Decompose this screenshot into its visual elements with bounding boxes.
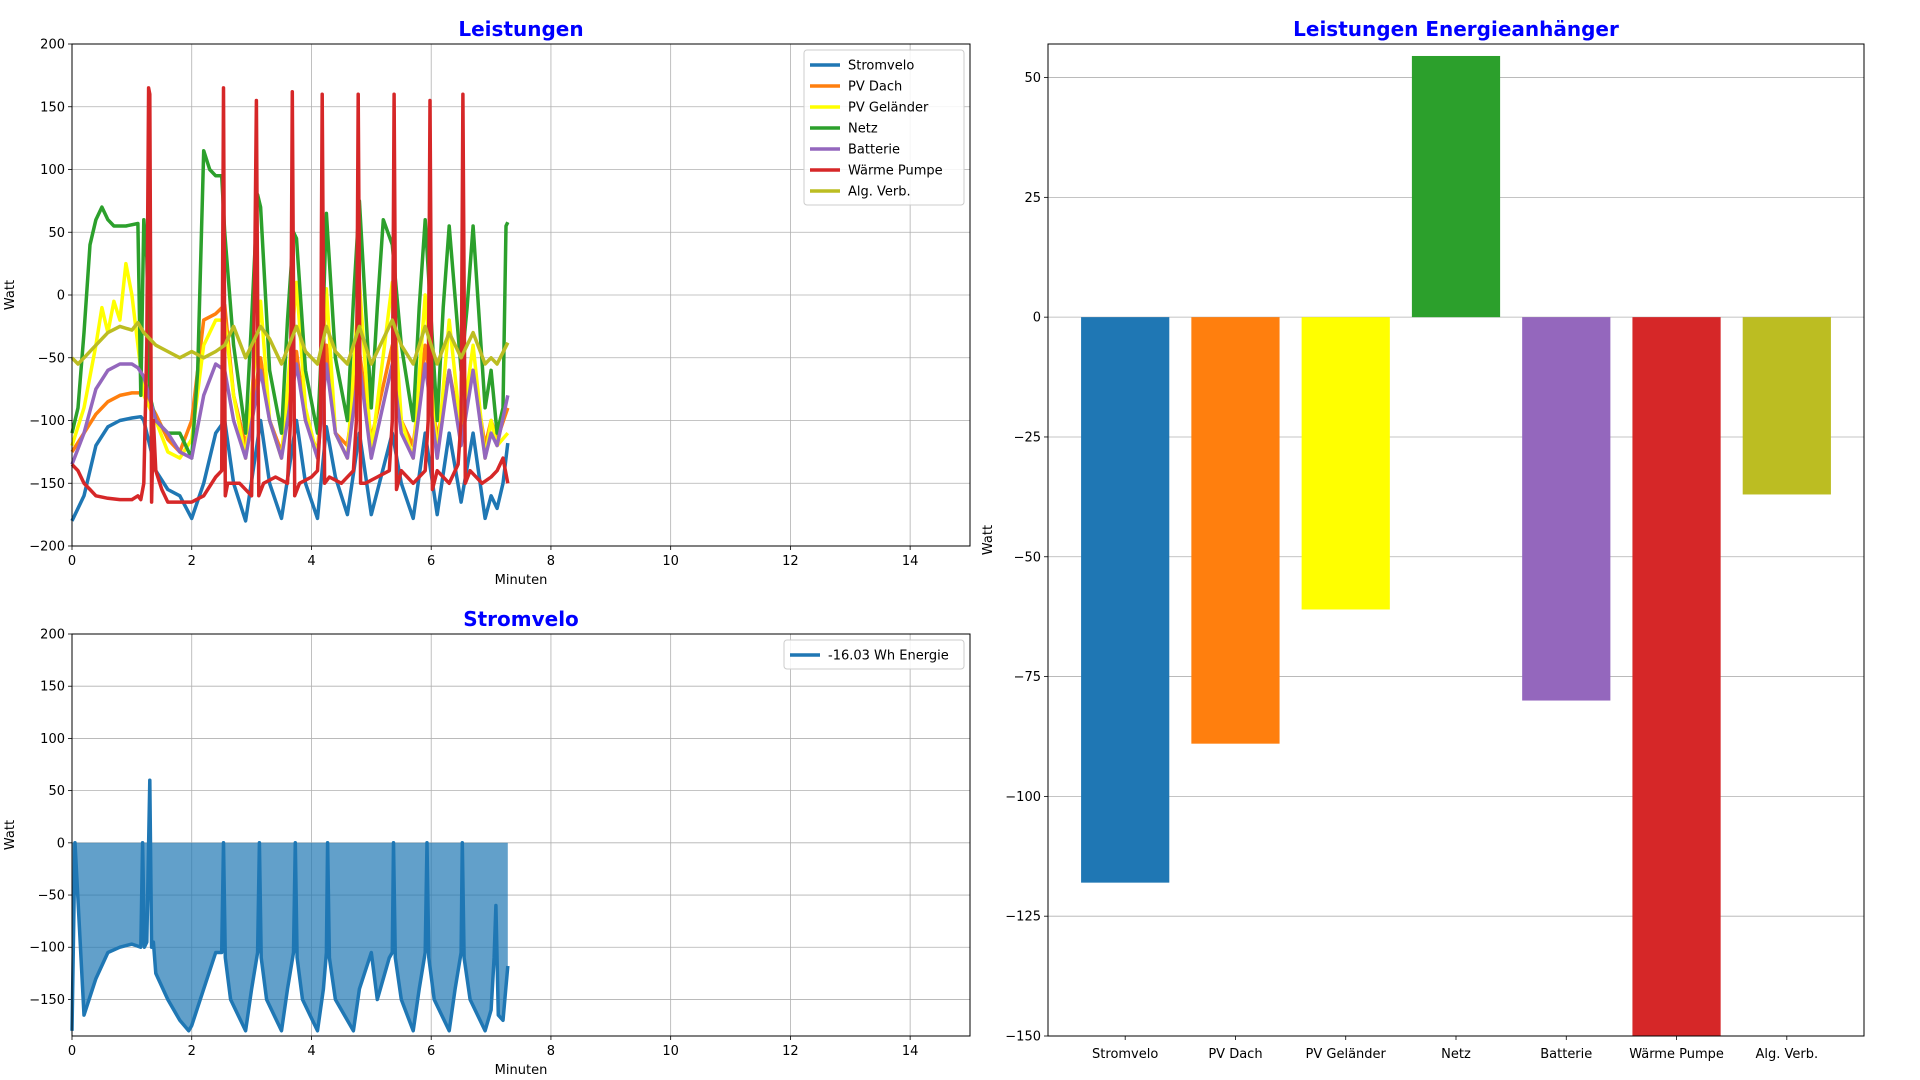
bar-1 [1081, 317, 1170, 883]
x-tick-label: Batterie [1540, 1047, 1592, 1062]
plot-frame [1047, 43, 1865, 1037]
x-tick-label: 12 [782, 554, 799, 569]
series-line-4 [70, 148, 510, 460]
x-tick-label: 14 [902, 554, 919, 569]
x-tick-label: 14 [902, 1044, 919, 1059]
x-tick-label: 6 [427, 554, 435, 569]
bar-5 [1522, 317, 1611, 701]
legend-label: Stromvelo [848, 59, 914, 74]
bar-6 [1632, 317, 1721, 1036]
y-tick-label: −200 [29, 540, 65, 555]
x-tick-label: PV Dach [1208, 1047, 1262, 1062]
x-tick-label: Alg. Verb. [1755, 1047, 1818, 1062]
y-tick-label: 0 [1033, 311, 1041, 326]
bar-2 [1191, 317, 1280, 744]
x-tick-label: Wärme Pumpe [1629, 1047, 1724, 1062]
x-tick-label: 0 [68, 554, 76, 569]
x-tick-label: 8 [547, 554, 555, 569]
bar-7 [1742, 317, 1831, 495]
power-line-chart: Leistungen 0 2 4 6 8 10 12 14 −200 −150 −100 −50 0 50 1… [3, 17, 971, 588]
x-tick-label: Netz [1441, 1047, 1471, 1062]
y-tick-label: 50 [1024, 71, 1041, 86]
x-tick-label: 10 [662, 1044, 679, 1059]
chart-title: Leistungen [458, 17, 583, 41]
chart-title: Stromvelo [463, 607, 579, 631]
legend-label: PV Geländer [848, 101, 929, 116]
y-tick-label: 25 [1024, 191, 1041, 206]
plot-frame [71, 43, 971, 547]
plot-frame [71, 633, 971, 1037]
y-tick-label: 0 [57, 289, 65, 304]
stromvelo-area-chart: Stromvelo 0 2 4 6 8 10 12 14 −150 −100 −50 0 50 100 150… [3, 607, 971, 1078]
bar-4 [1411, 55, 1501, 318]
y-tick-label: −50 [1014, 550, 1041, 565]
legend-label: PV Dach [848, 80, 902, 95]
series-line-6 [70, 86, 510, 504]
legend-label: -16.03 Wh Energie [828, 649, 949, 664]
series-line-1 [70, 778, 510, 1033]
y-tick-label: −50 [38, 351, 65, 366]
x-axis-label: Minuten [495, 573, 548, 588]
y-tick-label: 50 [48, 226, 65, 241]
legend-box [803, 49, 965, 206]
x-axis-label: Minuten [495, 1063, 548, 1078]
legend-label: Wärme Pumpe [848, 164, 943, 179]
y-tick-label: −50 [38, 889, 65, 904]
x-tick-label: 4 [307, 554, 315, 569]
series-line-7 [70, 318, 510, 366]
legend-label: Batterie [848, 143, 900, 158]
y-tick-label: −150 [1005, 1030, 1041, 1045]
y-tick-label: −75 [1014, 670, 1041, 685]
x-tick-label: 2 [188, 554, 196, 569]
legend-box [783, 639, 965, 670]
y-tick-label: −150 [29, 477, 65, 492]
y-axis-label: Watt [981, 525, 996, 555]
x-tick-label: 12 [782, 1044, 799, 1059]
bar-3 [1301, 317, 1390, 610]
y-tick-label: −125 [1005, 910, 1041, 925]
y-tick-label: −100 [29, 414, 65, 429]
power-bar-chart: Leistungen Energieanhänger −150 −125 −100 −7… [981, 17, 1865, 1062]
chart-title: Leistungen Energieanhänger [1293, 17, 1619, 41]
y-tick-label: 200 [40, 38, 65, 53]
y-tick-label: 200 [40, 628, 65, 643]
y-tick-label: −25 [1014, 430, 1041, 445]
x-tick-label: Stromvelo [1092, 1047, 1158, 1062]
x-tick-label: 8 [547, 1044, 555, 1059]
y-tick-label: −150 [29, 993, 65, 1008]
y-axis-label: Watt [3, 820, 18, 850]
energy-area-fill [72, 780, 508, 1031]
legend-label: Netz [848, 122, 878, 137]
x-tick-label: 4 [307, 1044, 315, 1059]
x-tick-label: 10 [662, 554, 679, 569]
x-tick-label: 6 [427, 1044, 435, 1059]
y-tick-label: 0 [57, 836, 65, 851]
y-tick-label: 150 [40, 680, 65, 695]
legend-label: Alg. Verb. [848, 185, 911, 200]
y-axis-label: Watt [3, 280, 18, 310]
y-tick-label: −100 [1005, 790, 1041, 805]
y-tick-label: −100 [29, 941, 65, 956]
x-tick-label: PV Geländer [1306, 1047, 1387, 1062]
y-tick-label: 150 [40, 100, 65, 115]
y-tick-label: 50 [48, 784, 65, 799]
y-tick-label: 100 [40, 163, 65, 178]
x-tick-label: 0 [68, 1044, 76, 1059]
x-tick-label: 2 [188, 1044, 196, 1059]
y-tick-label: 100 [40, 732, 65, 747]
